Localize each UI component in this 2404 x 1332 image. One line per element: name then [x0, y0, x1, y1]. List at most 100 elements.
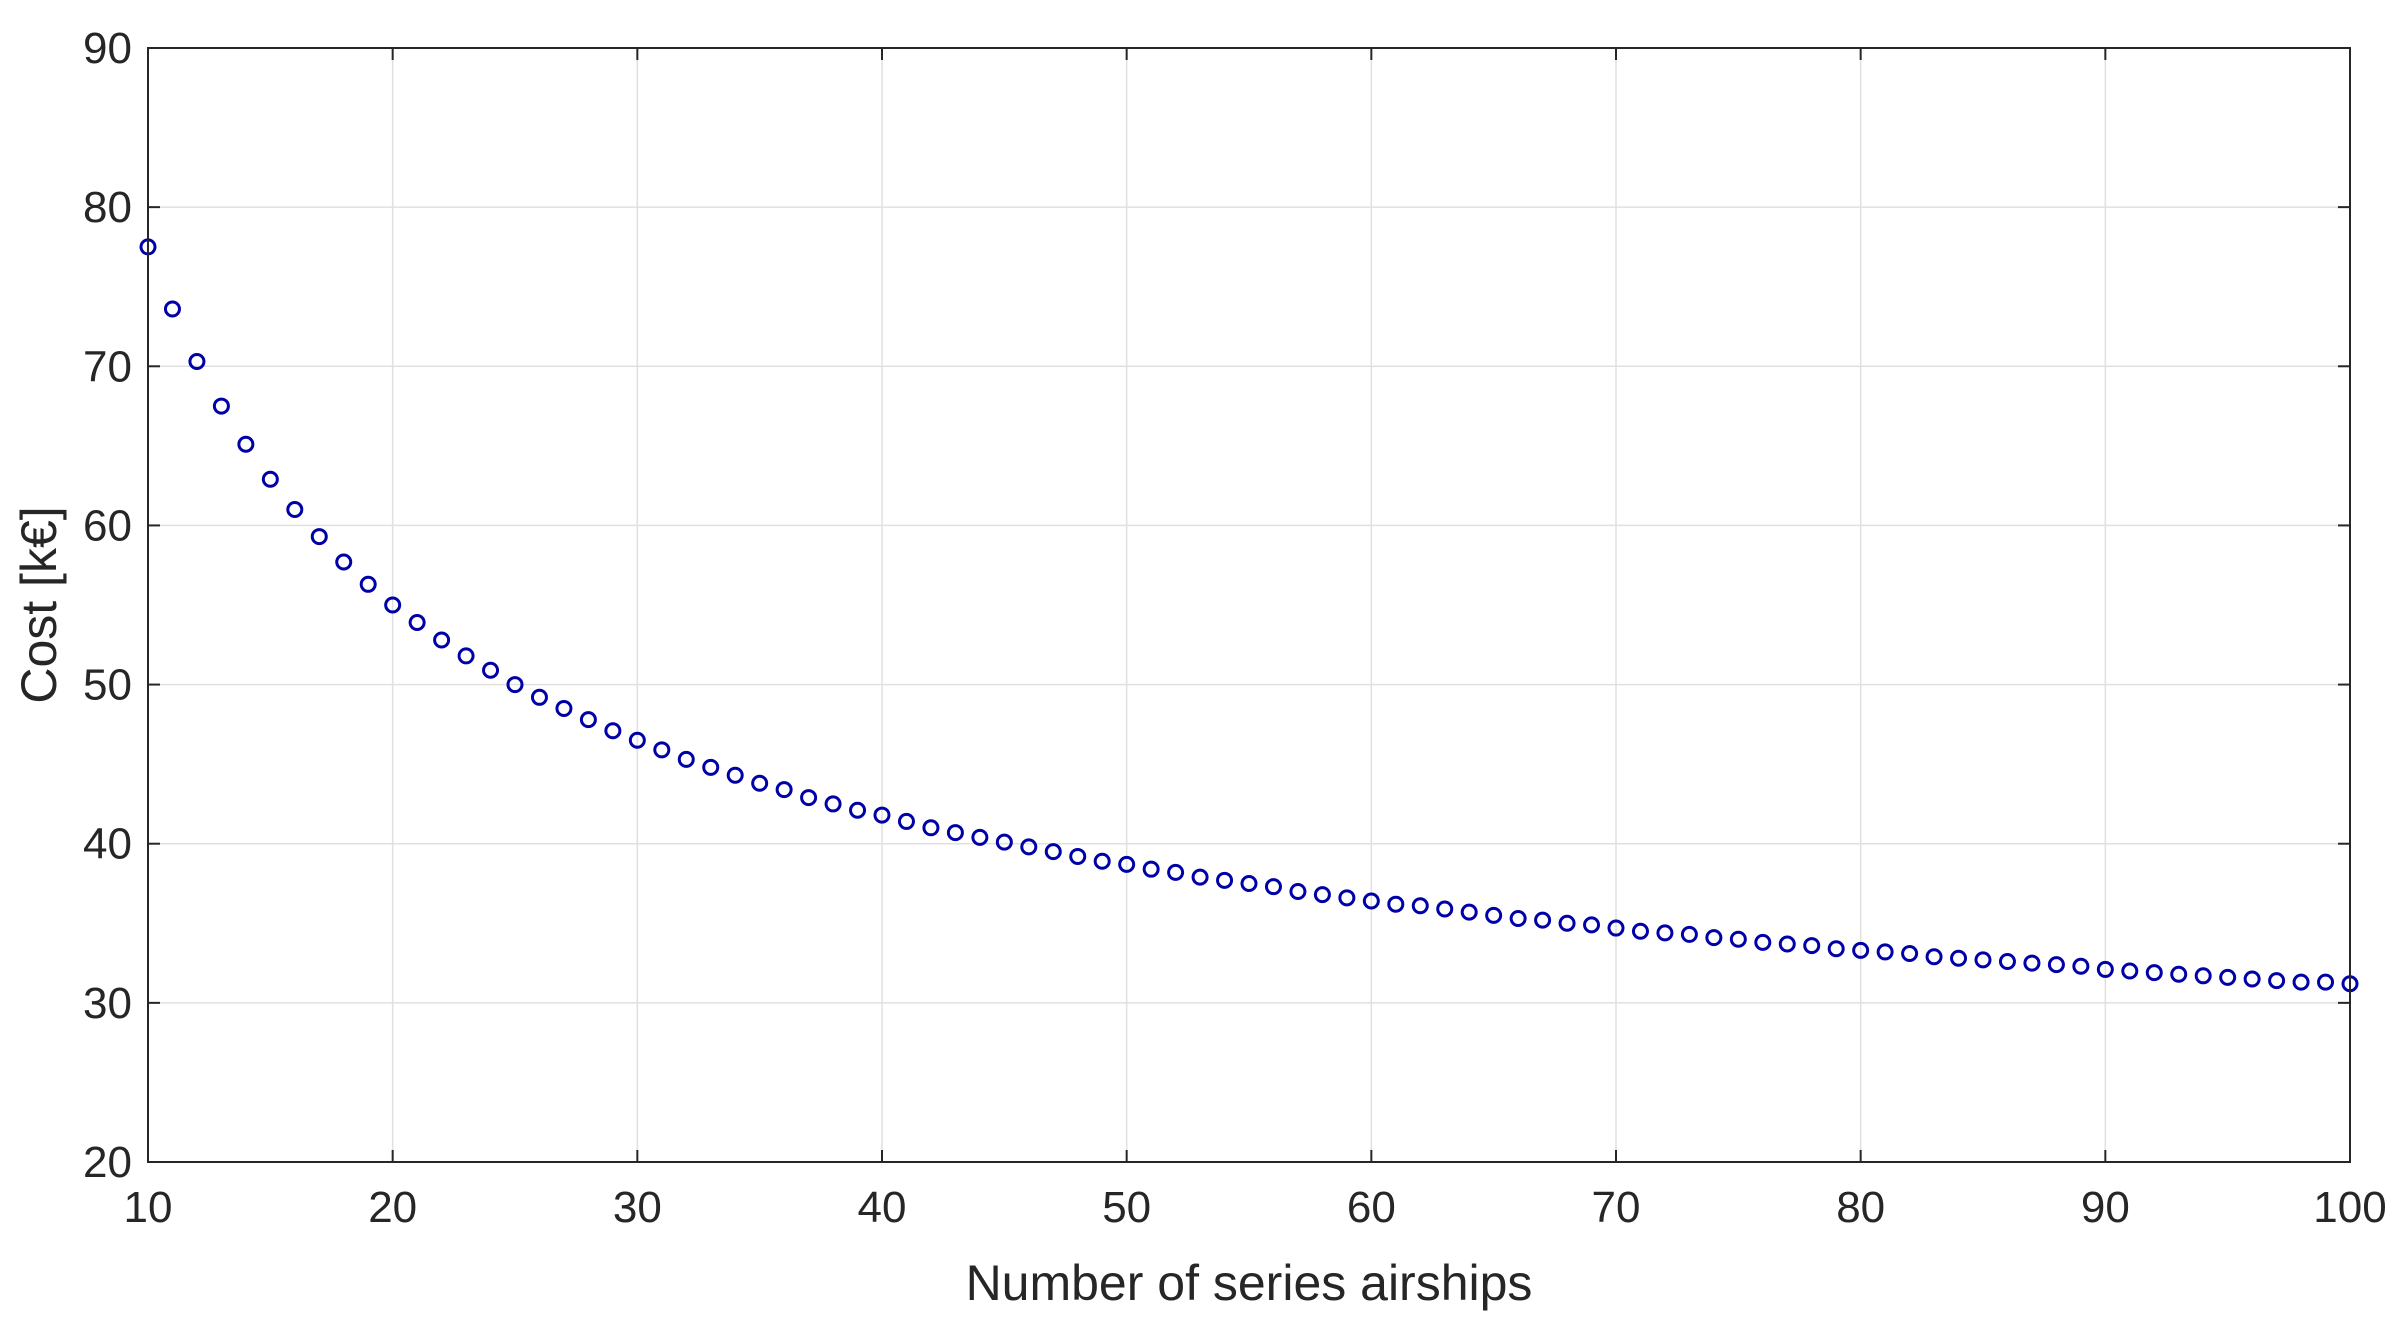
data-point [2047, 956, 2065, 974]
data-point [261, 470, 279, 488]
data-point [1534, 911, 1552, 929]
data-point [1289, 882, 1307, 900]
data-point [1778, 935, 1796, 953]
x-tick-label: 80 [1836, 1183, 1885, 1232]
data-point [1852, 941, 1870, 959]
data-point [1901, 945, 1919, 963]
data-point [800, 789, 818, 807]
data-point [433, 631, 451, 649]
data-point [849, 801, 867, 819]
data-point [384, 596, 402, 614]
data-point [1142, 860, 1160, 878]
data-point [1803, 937, 1821, 955]
data-point [1631, 922, 1649, 940]
data-point [677, 750, 695, 768]
data-point [530, 688, 548, 706]
data-point [555, 699, 573, 717]
data-point [1656, 924, 1674, 942]
data-point [457, 647, 475, 665]
data-point [163, 300, 181, 318]
data-point [1313, 886, 1331, 904]
data-point [1485, 906, 1503, 924]
data-point [897, 812, 915, 830]
grid [147, 47, 2351, 1163]
data-point [653, 741, 671, 759]
data-point [946, 824, 964, 842]
data-point [1583, 916, 1601, 934]
y-tick-label: 80 [83, 183, 132, 232]
data-point [2121, 962, 2139, 980]
data-point [335, 553, 353, 571]
y-tick-label: 40 [83, 820, 132, 869]
data-point [628, 731, 646, 749]
data-point [1607, 919, 1625, 937]
data-point [2096, 960, 2114, 978]
y-tick-label: 50 [83, 661, 132, 710]
data-point [1167, 863, 1185, 881]
data-point [1460, 903, 1478, 921]
data-point [1925, 948, 1943, 966]
data-point [237, 435, 255, 453]
y-axis-label: Cost [k€] [11, 506, 67, 703]
data-point [995, 833, 1013, 851]
data-point [1216, 871, 1234, 889]
data-point [1950, 949, 1968, 967]
x-axis-label: Number of series airships [966, 1255, 1533, 1311]
data-point [1093, 852, 1111, 870]
data-point [1558, 914, 1576, 932]
axes-frame [147, 47, 2351, 1163]
data-point [2317, 973, 2335, 991]
data-point [971, 828, 989, 846]
data-point [1827, 940, 1845, 958]
x-tick-label: 90 [2081, 1183, 2130, 1232]
data-point [2072, 957, 2090, 975]
data-point [212, 397, 230, 415]
y-tick-label: 20 [83, 1138, 132, 1187]
data-point [2292, 973, 2310, 991]
data-point [873, 806, 891, 824]
data-points [139, 238, 2359, 993]
data-point [2219, 968, 2237, 986]
data-point [922, 819, 940, 837]
x-tick-label: 20 [368, 1183, 417, 1232]
data-point [2145, 964, 2163, 982]
data-point [2243, 970, 2261, 988]
data-point [2170, 965, 2188, 983]
data-point [726, 766, 744, 784]
data-point [1705, 929, 1723, 947]
data-point [775, 781, 793, 799]
data-point [310, 528, 328, 546]
data-point [1338, 889, 1356, 907]
data-point [1876, 943, 1894, 961]
data-point [1387, 895, 1405, 913]
data-point [1729, 930, 1747, 948]
data-point [604, 722, 622, 740]
data-point [408, 614, 426, 632]
x-tick-label: 100 [2313, 1183, 2386, 1232]
data-point [1998, 952, 2016, 970]
data-point [188, 353, 206, 371]
x-tick-label: 10 [124, 1183, 173, 1232]
data-point [702, 758, 720, 776]
y-tick-label: 30 [83, 979, 132, 1028]
data-point [1020, 838, 1038, 856]
data-point [1754, 933, 1772, 951]
data-point [2023, 954, 2041, 972]
data-point [1240, 875, 1258, 892]
data-point [1436, 900, 1454, 918]
data-point [2194, 967, 2212, 985]
x-tick-label: 60 [1347, 1183, 1396, 1232]
data-point [359, 575, 377, 593]
x-tick-label: 40 [858, 1183, 907, 1232]
data-point [751, 774, 769, 792]
data-point [506, 676, 524, 694]
x-tick-label: 30 [613, 1183, 662, 1232]
data-point [1362, 892, 1380, 910]
data-point [824, 795, 842, 813]
data-point [1191, 868, 1209, 886]
data-point [1118, 855, 1136, 873]
y-tick-label: 70 [83, 342, 132, 391]
data-point [286, 501, 304, 519]
y-tick-label: 60 [83, 501, 132, 550]
